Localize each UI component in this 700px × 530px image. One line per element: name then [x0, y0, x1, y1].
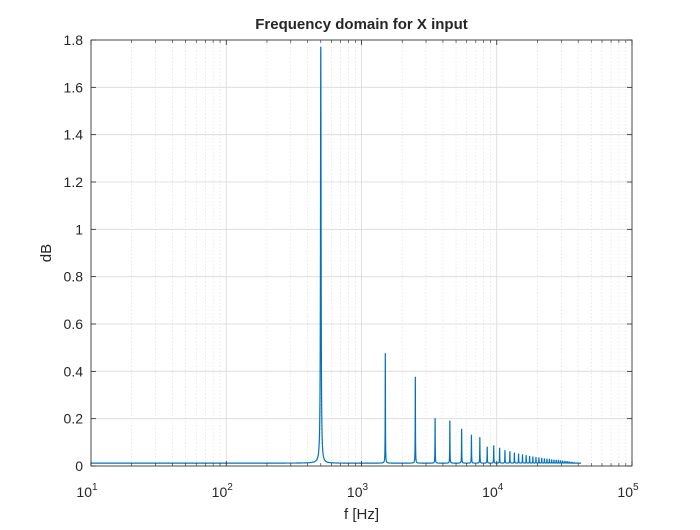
- y-tick-label: 1.6: [64, 79, 84, 95]
- y-tick-label: 0.6: [64, 316, 84, 332]
- x-tick-exponent: 2: [227, 482, 233, 493]
- y-tick-label: 1: [75, 221, 83, 237]
- x-tick-exponent: 3: [363, 482, 369, 493]
- y-tick-label: 1.4: [64, 127, 84, 143]
- y-tick-label: 1.2: [64, 174, 84, 190]
- series-line: [91, 46, 582, 464]
- y-tick-label: 0: [75, 458, 83, 474]
- axis-ticks: 101 102 103 104 10500.20.40.60.811.21.41.61.…: [64, 32, 639, 500]
- series-layer: [91, 46, 582, 464]
- x-tick-exponent: 1: [92, 482, 98, 493]
- x-tick-exponent: 5: [633, 482, 639, 493]
- y-tick-label: 0.2: [64, 411, 84, 427]
- y-tick-label: 0.8: [64, 269, 84, 285]
- y-tick-label: 0.4: [64, 363, 84, 379]
- x-axis-label: f [Hz]: [344, 506, 379, 523]
- x-tick-exponent: 4: [498, 482, 504, 493]
- y-axis-label: dB: [38, 244, 55, 262]
- y-tick-label: 1.8: [64, 32, 84, 48]
- chart-title: Frequency domain for X input: [255, 16, 468, 33]
